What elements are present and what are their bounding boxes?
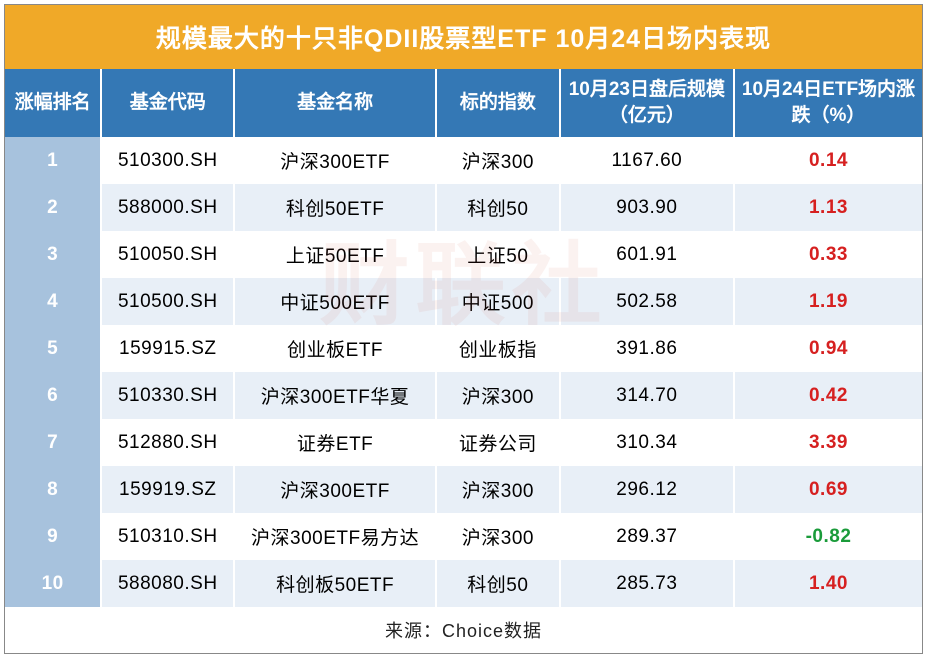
cell-rank: 6 [5, 372, 101, 419]
cell-change: 1.40 [734, 560, 922, 607]
header-name: 基金名称 [234, 69, 436, 137]
table-row: 4510500.SH中证500ETF中证500502.581.19 [5, 278, 922, 325]
table-row: 7512880.SH证券ETF证券公司310.343.39 [5, 419, 922, 466]
cell-name: 中证500ETF [234, 278, 436, 325]
cell-size: 502.58 [560, 278, 734, 325]
cell-change: 1.19 [734, 278, 922, 325]
cell-rank: 5 [5, 325, 101, 372]
cell-name: 沪深300ETF [234, 466, 436, 513]
cell-change: 1.13 [734, 184, 922, 231]
cell-size: 1167.60 [560, 137, 734, 184]
header-change: 10月24日ETF场内涨跌（%） [734, 69, 922, 137]
cell-change: 0.94 [734, 325, 922, 372]
cell-rank: 2 [5, 184, 101, 231]
cell-index: 沪深300 [436, 466, 560, 513]
header-size: 10月23日盘后规模（亿元） [560, 69, 734, 137]
cell-index: 创业板指 [436, 325, 560, 372]
cell-size: 296.12 [560, 466, 734, 513]
cell-name: 创业板ETF [234, 325, 436, 372]
cell-name: 沪深300ETF [234, 137, 436, 184]
cell-size: 285.73 [560, 560, 734, 607]
cell-size: 289.37 [560, 513, 734, 560]
cell-size: 601.91 [560, 231, 734, 278]
cell-name: 沪深300ETF华夏 [234, 372, 436, 419]
cell-name: 上证50ETF [234, 231, 436, 278]
cell-code: 510300.SH [101, 137, 234, 184]
cell-name: 科创50ETF [234, 184, 436, 231]
header-code: 基金代码 [101, 69, 234, 137]
table-row: 6510330.SH沪深300ETF华夏沪深300314.700.42 [5, 372, 922, 419]
cell-code: 510310.SH [101, 513, 234, 560]
table-row: 2588000.SH科创50ETF科创50903.901.13 [5, 184, 922, 231]
cell-rank: 9 [5, 513, 101, 560]
cell-change: 3.39 [734, 419, 922, 466]
footer-row: 来源：Choice数据 [5, 607, 922, 653]
cell-code: 510500.SH [101, 278, 234, 325]
cell-code: 588000.SH [101, 184, 234, 231]
cell-change: 0.42 [734, 372, 922, 419]
cell-index: 中证500 [436, 278, 560, 325]
table-row: 5159915.SZ创业板ETF创业板指391.860.94 [5, 325, 922, 372]
etf-performance-table: 规模最大的十只非QDII股票型ETF 10月24日场内表现 涨幅排名 基金代码 … [5, 5, 922, 653]
cell-index: 沪深300 [436, 137, 560, 184]
table-row: 9510310.SH沪深300ETF易方达沪深300289.37-0.82 [5, 513, 922, 560]
cell-code: 588080.SH [101, 560, 234, 607]
header-index: 标的指数 [436, 69, 560, 137]
cell-name: 证券ETF [234, 419, 436, 466]
cell-size: 314.70 [560, 372, 734, 419]
cell-index: 沪深300 [436, 513, 560, 560]
cell-index: 科创50 [436, 560, 560, 607]
table-body: 1510300.SH沪深300ETF沪深3001167.600.14258800… [5, 137, 922, 607]
table-row: 10588080.SH科创板50ETF科创50285.731.40 [5, 560, 922, 607]
title-row: 规模最大的十只非QDII股票型ETF 10月24日场内表现 [5, 5, 922, 69]
cell-code: 512880.SH [101, 419, 234, 466]
table-row: 1510300.SH沪深300ETF沪深3001167.600.14 [5, 137, 922, 184]
cell-change: -0.82 [734, 513, 922, 560]
table-title: 规模最大的十只非QDII股票型ETF 10月24日场内表现 [5, 5, 922, 69]
cell-size: 391.86 [560, 325, 734, 372]
cell-index: 沪深300 [436, 372, 560, 419]
cell-index: 科创50 [436, 184, 560, 231]
cell-rank: 4 [5, 278, 101, 325]
cell-rank: 7 [5, 419, 101, 466]
cell-rank: 10 [5, 560, 101, 607]
header-row: 涨幅排名 基金代码 基金名称 标的指数 10月23日盘后规模（亿元） 10月24… [5, 69, 922, 137]
cell-rank: 1 [5, 137, 101, 184]
cell-rank: 3 [5, 231, 101, 278]
table-source: 来源：Choice数据 [5, 607, 922, 653]
cell-code: 510050.SH [101, 231, 234, 278]
cell-index: 上证50 [436, 231, 560, 278]
cell-code: 510330.SH [101, 372, 234, 419]
cell-rank: 8 [5, 466, 101, 513]
cell-name: 沪深300ETF易方达 [234, 513, 436, 560]
table-row: 3510050.SH上证50ETF上证50601.910.33 [5, 231, 922, 278]
cell-name: 科创板50ETF [234, 560, 436, 607]
table-row: 8159919.SZ沪深300ETF沪深300296.120.69 [5, 466, 922, 513]
cell-code: 159919.SZ [101, 466, 234, 513]
cell-change: 0.33 [734, 231, 922, 278]
header-rank: 涨幅排名 [5, 69, 101, 137]
cell-change: 0.69 [734, 466, 922, 513]
cell-size: 310.34 [560, 419, 734, 466]
cell-change: 0.14 [734, 137, 922, 184]
cell-code: 159915.SZ [101, 325, 234, 372]
etf-table-container: 财联社 规模最大的十只非QDII股票型ETF 10月24日场内表现 涨幅排名 基… [4, 4, 923, 654]
cell-size: 903.90 [560, 184, 734, 231]
cell-index: 证券公司 [436, 419, 560, 466]
